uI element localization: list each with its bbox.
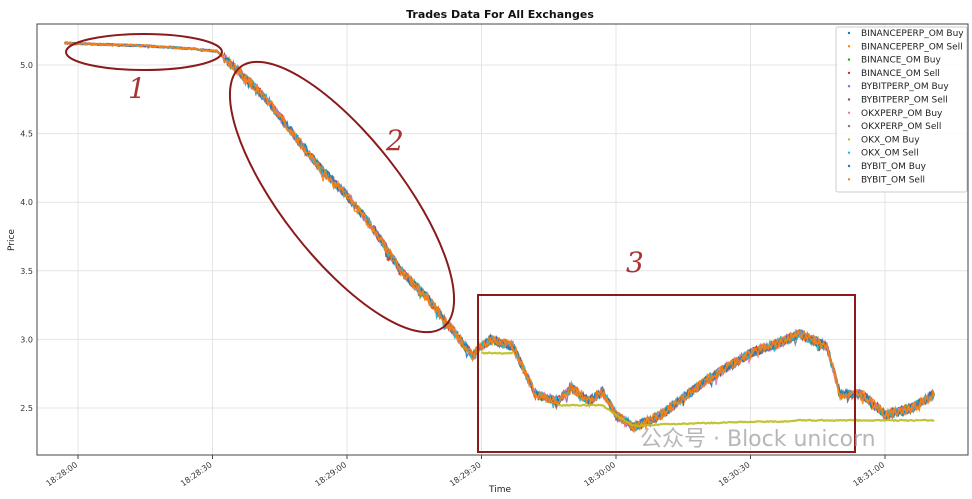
annotation-rect-3: [477, 294, 856, 453]
y-tick-label: 4.5: [20, 130, 33, 139]
annotation-label-3: 3: [626, 246, 644, 279]
series-line-binance-om-buy: [64, 41, 935, 432]
legend-marker: [847, 124, 851, 128]
annotation-label-2: 2: [385, 124, 404, 157]
legend-entry: OKX_OM Buy: [861, 135, 920, 145]
watermark: 公众号 · Block unicorn: [640, 427, 876, 452]
legend-marker: [847, 138, 851, 141]
annotation-ellipse-2: [228, 60, 456, 334]
y-axis-label: Price: [7, 229, 17, 251]
y-ticks: 2.5 3.0 3.5 4.0 4.5 5.0: [20, 61, 33, 413]
legend-entry: BINANCE_OM Sell: [861, 69, 940, 79]
legend-marker: [847, 164, 851, 168]
x-tick-label: 18:28:00: [45, 460, 80, 488]
legend: BINANCEPERP_OM Buy BINANCEPERP_OM Sell BIN…: [835, 26, 968, 193]
legend-marker: [847, 178, 851, 181]
series-line-bybitperp-om-sell: [64, 41, 935, 431]
y-tick-label: 5.0: [20, 61, 33, 70]
plot-area: [36, 23, 969, 456]
x-tick-label: 18:30:30: [717, 460, 752, 488]
series-line-okxperp-om-buy: [64, 41, 935, 432]
legend-entry: OKXPERP_OM Sell: [861, 122, 941, 132]
x-tick-label: 18:29:00: [314, 460, 349, 488]
annotation-label-1: 1: [128, 72, 146, 105]
legend-entry: BINANCEPERP_OM Buy: [861, 29, 964, 39]
legend-marker: [847, 85, 851, 88]
y-tick-label: 2.5: [20, 404, 33, 413]
annotation-ellipse-1: [65, 33, 223, 71]
legend-entry: BINANCEPERP_OM Sell: [861, 42, 963, 52]
legend-entry: OKX_OM Sell: [861, 149, 919, 159]
x-tick-label: 18:30:00: [583, 460, 618, 488]
x-axis-label: Time: [488, 485, 511, 495]
series-line-binance-om-sell: [64, 41, 935, 431]
y-tick-label: 3.5: [20, 267, 33, 276]
annotations: [65, 33, 856, 453]
x-tick-label: 18:28:30: [179, 460, 214, 488]
series-line-okxperp-om-sell: [64, 41, 935, 432]
x-tick-label: 18:29:30: [448, 460, 483, 488]
legend-box: [835, 26, 968, 193]
series-line-binanceperp-om-buy: [64, 41, 935, 432]
legend-entry: BYBIT_OM Buy: [861, 162, 927, 172]
y-tick-label: 3.0: [20, 335, 33, 344]
legend-entry: BINANCE_OM Buy: [861, 56, 942, 66]
legend-marker: [847, 45, 851, 48]
series-line-okx-om-buy: [557, 403, 935, 428]
series-line-bybit-om-sell: [64, 41, 935, 434]
series-line-okx-om-buy: [481, 351, 513, 355]
series-line-okx-om-sell: [64, 41, 935, 431]
legend-entry: BYBITPERP_OM Sell: [861, 96, 948, 106]
x-ticks: 18:28:00 18:28:30 18:29:00 18:29:30 18:30:00…: [45, 455, 887, 488]
legend-marker: [847, 71, 851, 75]
y-tick-label: 4.0: [20, 198, 33, 207]
legend-marker: [847, 111, 851, 115]
series-lines: [64, 41, 935, 434]
series-line-bybit-om-buy: [64, 41, 935, 429]
legend-entry: BYBITPERP_OM Buy: [861, 82, 949, 92]
legend-entry: BYBIT_OM Sell: [861, 175, 925, 185]
legend-entry: OKXPERP_OM Buy: [861, 109, 943, 119]
legend-marker: [847, 58, 851, 61]
legend-marker: [847, 31, 851, 35]
series-line-binanceperp-om-sell: [64, 41, 935, 432]
series-line-bybitperp-om-buy: [64, 41, 935, 432]
grid: [37, 24, 968, 455]
x-tick-label: 18:31:00: [852, 460, 887, 488]
legend-marker: [847, 98, 851, 101]
legend-marker: [847, 151, 851, 154]
chart-title: Trades Data For All Exchanges: [406, 8, 594, 21]
